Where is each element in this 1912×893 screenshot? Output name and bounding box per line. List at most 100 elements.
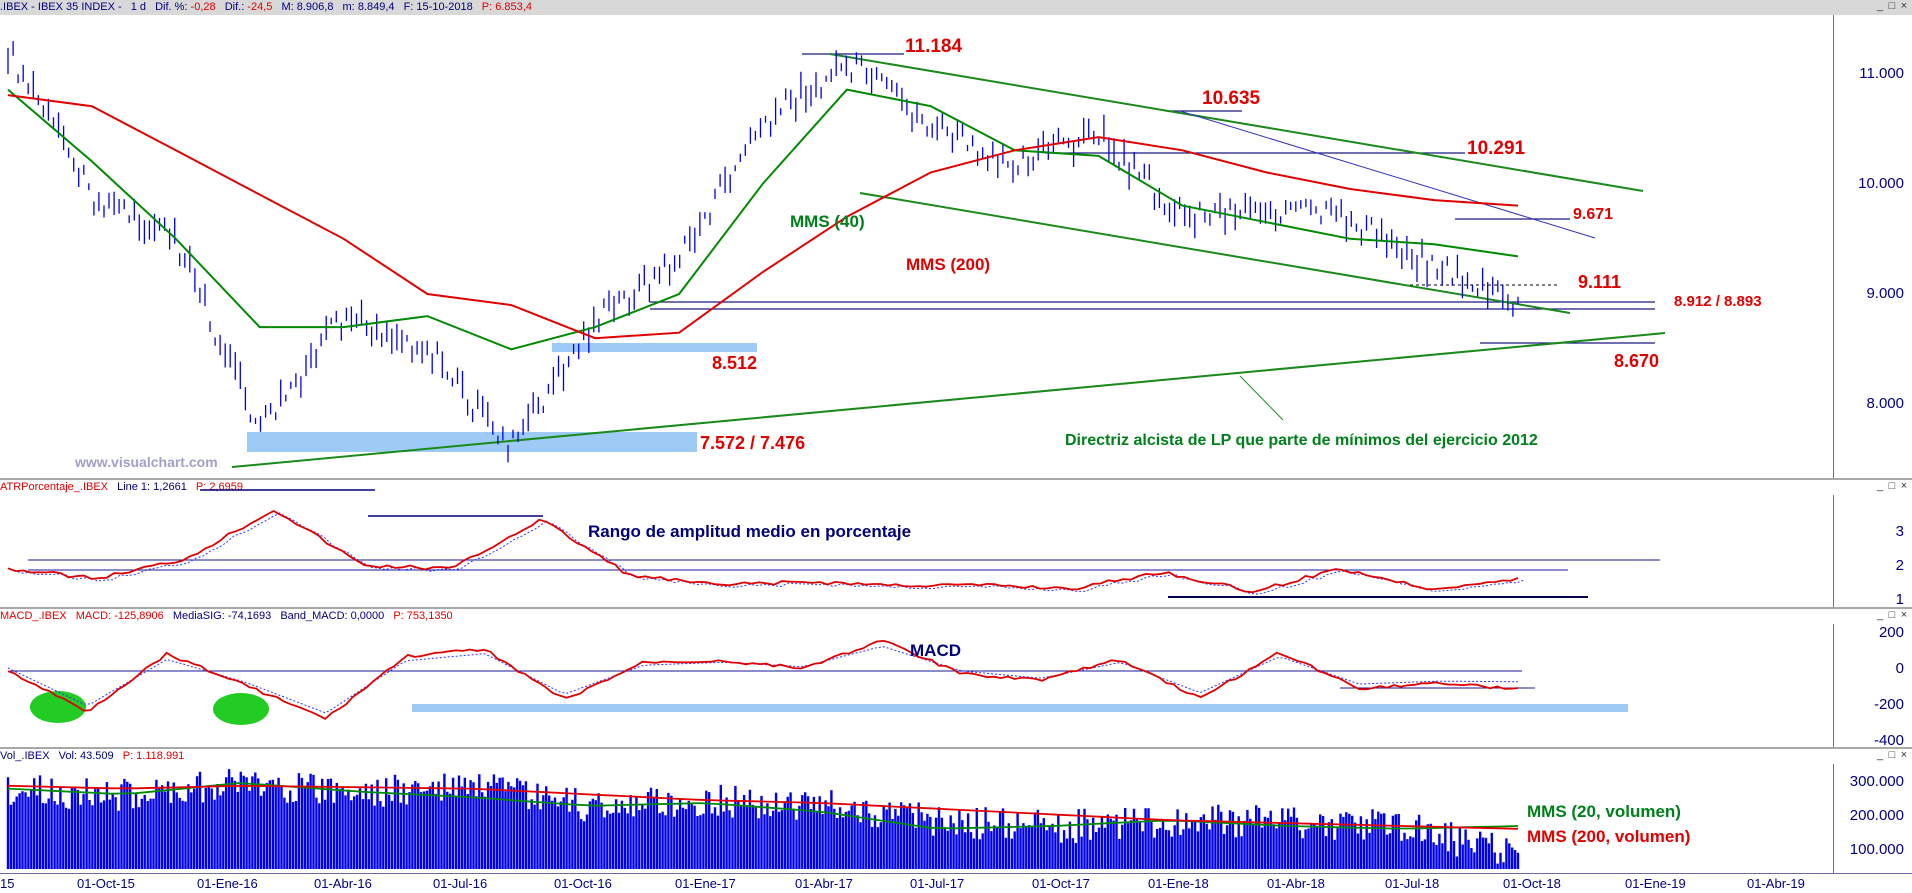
atr-line-value: Line 1: 1,2661: [117, 481, 187, 493]
channel-support-trendline: [859, 192, 1571, 314]
y-tick: 1: [1895, 591, 1904, 608]
x-tick: 01-Oct-16: [554, 876, 612, 891]
minimize-icon[interactable]: _: [1876, 609, 1884, 621]
atr-signal-line: [13, 512, 1525, 595]
y-tick: -400: [1873, 732, 1904, 747]
y-tick: 9.000: [1866, 285, 1904, 302]
y-tick: 200: [1878, 624, 1904, 641]
level-10291: 10.291: [1467, 138, 1526, 159]
x-tick: 01-Ene-18: [1148, 876, 1209, 891]
macd-bottom-marker-2: [213, 693, 269, 725]
volume-panel[interactable]: Vol_.IBEX Vol: 43.509 P: 1.118.991 _ □ ×…: [0, 749, 1912, 873]
level-9111: 9.111: [1578, 272, 1622, 292]
maximize-icon[interactable]: □: [1888, 749, 1896, 761]
volume-y-axis: 300.000 200.000 100.000: [1833, 764, 1912, 873]
p-value: 6.853,4: [495, 1, 532, 13]
close-icon[interactable]: ×: [1900, 480, 1908, 492]
minimize-icon[interactable]: _: [1876, 480, 1884, 492]
volume-bars: [6, 769, 1520, 869]
macd-line: [7, 639, 1519, 720]
x-tick: 01-Abr-19: [1747, 876, 1805, 891]
label-mms40: MMS (40): [790, 212, 865, 231]
max-value: 8.906,8: [296, 1, 334, 13]
atr-panel[interactable]: ATRPorcentaje_.IBEX Line 1: 1,2661 P: 2,…: [0, 480, 1912, 608]
label-vol-mms200: MMS (200, volumen): [1527, 827, 1691, 846]
x-tick: 01-Oct-17: [1032, 876, 1090, 891]
y-tick: 200.000: [1849, 807, 1904, 824]
min-label: m:: [342, 1, 355, 13]
x-tick: 01-Oct-18: [1503, 876, 1561, 891]
y-tick: 3: [1895, 523, 1904, 540]
minimize-icon[interactable]: _: [1876, 0, 1884, 12]
y-tick: 11.000: [1859, 65, 1904, 82]
macd-band-value: Band_MACD: 0,0000: [280, 610, 385, 622]
date-label: F:: [403, 1, 414, 13]
date-value: 15-10-2018: [416, 1, 473, 13]
macd-chart: [7, 639, 1628, 725]
min-value: 8.849,4: [357, 1, 395, 13]
panel-divider[interactable]: [0, 607, 1912, 609]
y-tick: 8.000: [1866, 395, 1904, 412]
x-tick: 01-Jul-17: [910, 876, 965, 891]
close-icon[interactable]: ×: [1900, 749, 1908, 761]
price-header: .IBEX - IBEX 35 INDEX - 1 d Dif. %: -0,2…: [0, 0, 1912, 15]
price-chart: [7, 41, 1666, 468]
atr-title: Rango de amplitud medio en porcentaje: [588, 522, 912, 541]
macd-signal-value: MediaSIG: -74,1693: [172, 610, 272, 622]
volume-mms200-line: [7, 784, 1519, 830]
p-label: P:: [481, 1, 493, 13]
x-tick: 01-Abr-16: [314, 876, 372, 891]
y-tick: 0: [1895, 660, 1904, 677]
macd-name: MACD_.IBEX: [0, 610, 67, 622]
mms40-line: [7, 88, 1519, 351]
interval-label: 1 d: [130, 1, 147, 13]
x-axis: 15 01-Oct-15 01-Ene-16 01-Abr-16 01-Jul-…: [0, 873, 1912, 893]
macd-value: MACD: -125,8906: [75, 610, 164, 622]
y-tick: 10.000: [1858, 175, 1904, 192]
dif-label: Dif.:: [224, 1, 245, 13]
dif-pct-label: Dif. %:: [155, 1, 188, 13]
maximize-icon[interactable]: □: [1888, 609, 1896, 621]
short-trendline: [1179, 110, 1596, 239]
label-vol-mms20: MMS (20, volumen): [1527, 802, 1681, 821]
volume-mms20-line: [7, 782, 1519, 830]
minimize-icon[interactable]: _: [1876, 749, 1884, 761]
max-label: M:: [281, 1, 294, 13]
symbol-label: .IBEX - IBEX 35 INDEX -: [0, 1, 122, 13]
level-8912: 8.912 / 8.893: [1674, 293, 1762, 310]
dif-pct-value: -0,28: [190, 1, 216, 13]
long-term-uptrend-line: [231, 332, 1666, 468]
atr-y-axis: 3 2 1: [1833, 495, 1912, 608]
price-panel[interactable]: .IBEX - IBEX 35 INDEX - 1 d Dif. %: -0,2…: [0, 0, 1912, 480]
close-icon[interactable]: ×: [1900, 609, 1908, 621]
support-zone-7572: [247, 432, 697, 452]
note-pointer-line: [1239, 375, 1284, 421]
x-tick: 15: [0, 876, 15, 891]
atr-chart: [7, 489, 1660, 598]
volume-header: Vol_.IBEX Vol: 43.509 P: 1.118.991: [0, 749, 1912, 764]
y-tick: -200: [1873, 696, 1904, 713]
macd-header: MACD_.IBEX MACD: -125,8906 MediaSIG: -74…: [0, 609, 1912, 624]
dif-value: -24,5: [247, 1, 273, 13]
close-icon[interactable]: ×: [1900, 0, 1908, 12]
mms200-line: [7, 94, 1519, 340]
atr-line: [7, 509, 1519, 594]
y-tick: 100.000: [1849, 841, 1904, 858]
level-7572: 7.572 / 7.476: [700, 433, 806, 453]
panel-divider[interactable]: [0, 747, 1912, 749]
level-8670: 8.670: [1614, 351, 1660, 371]
x-tick: 01-Ene-16: [197, 876, 258, 891]
maximize-icon[interactable]: □: [1888, 480, 1896, 492]
label-mms200: MMS (200): [906, 255, 991, 274]
panel-divider[interactable]: [0, 478, 1912, 480]
atr-name: ATRPorcentaje_.IBEX: [0, 481, 109, 493]
volume-value: Vol: 43.509: [58, 750, 114, 762]
macd-panel[interactable]: MACD_.IBEX MACD: -125,8906 MediaSIG: -74…: [0, 609, 1912, 747]
level-8512: 8.512: [712, 353, 758, 373]
macd-support-band: [412, 704, 1628, 712]
maximize-icon[interactable]: □: [1888, 0, 1896, 12]
x-tick: 01-Jul-18: [1385, 876, 1440, 891]
trendline-note: Directriz alcista de LP que parte de mín…: [1065, 432, 1538, 449]
level-11184: 11.184: [905, 36, 963, 57]
macd-title: MACD: [910, 641, 961, 660]
